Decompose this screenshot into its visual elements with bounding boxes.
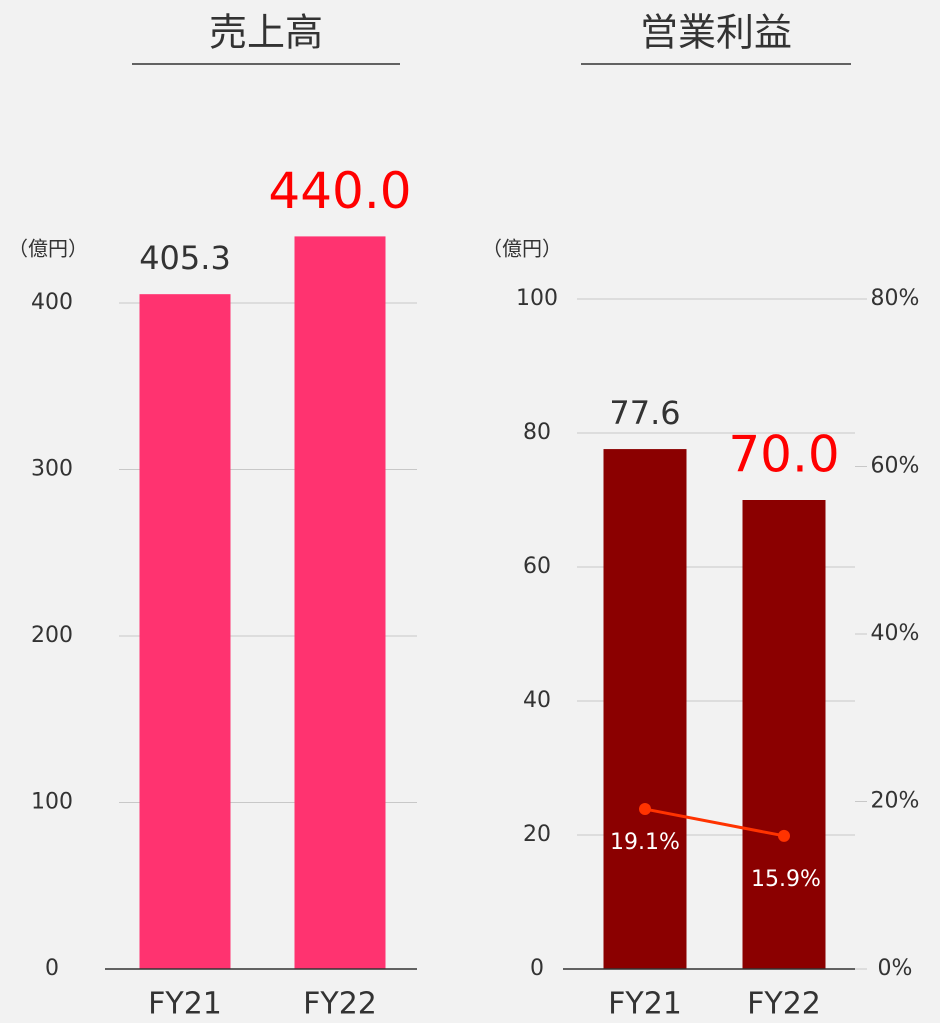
- y-tick-label: 40: [523, 688, 551, 713]
- y-tick-label: 400: [31, 290, 73, 315]
- line: [644, 807, 785, 838]
- y2-tick-label: 40%: [871, 621, 920, 646]
- y2-tick-label: 60%: [871, 454, 920, 479]
- line-point: [639, 803, 651, 816]
- unit-label: （億円）: [8, 237, 88, 261]
- y-tick-label: 80: [523, 420, 551, 445]
- data-label: 77.6: [609, 394, 680, 432]
- y2-tick-label: 0%: [878, 956, 913, 981]
- bar: [294, 236, 386, 969]
- y2-tick-label: 80%: [871, 286, 920, 311]
- y-tick-label: 100: [516, 286, 558, 311]
- bar: [603, 449, 687, 970]
- y-tick-label: 300: [31, 457, 73, 482]
- data-label: 19.1%: [610, 830, 680, 855]
- data-label: 405.3: [139, 239, 231, 277]
- bar: [139, 294, 231, 969]
- x-tick-label: FY21: [148, 987, 222, 1022]
- data-label: 70.0: [728, 426, 839, 484]
- y-tick-label: 200: [31, 623, 73, 648]
- x-tick-label: FY21: [608, 987, 682, 1022]
- chart-title: 売上高: [209, 11, 323, 55]
- y2-tick-label: 20%: [871, 789, 920, 814]
- data-label: 15.9%: [751, 867, 821, 892]
- x-tick-label: FY22: [747, 987, 821, 1022]
- y-tick-label: 0: [530, 956, 544, 981]
- y-tick-label: 20: [523, 822, 551, 847]
- unit-label: （億円）: [482, 237, 562, 261]
- y-tick-label: 100: [31, 790, 73, 815]
- bar: [742, 500, 826, 969]
- y-tick-label: 60: [523, 554, 551, 579]
- data-label: 440.0: [268, 162, 411, 220]
- y-tick-label: 0: [45, 956, 59, 981]
- x-tick-label: FY22: [303, 987, 377, 1022]
- chart-title: 営業利益: [640, 11, 792, 55]
- line-point: [778, 829, 790, 842]
